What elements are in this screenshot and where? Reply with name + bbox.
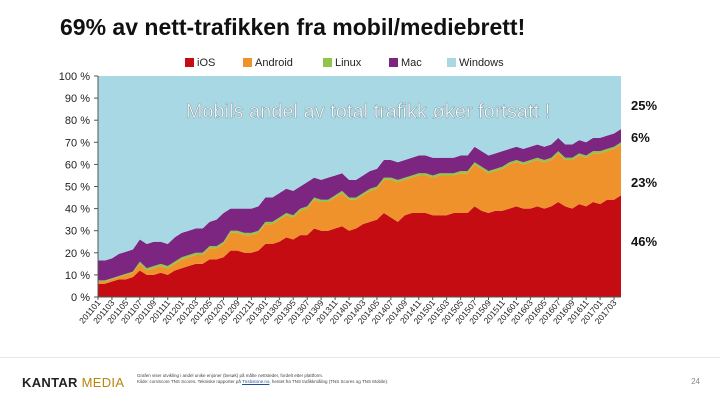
legend-label-ios: iOS [197,57,215,69]
legend-swatch-ios [185,58,194,67]
area-mac [98,129,621,281]
legend-label-linux: Linux [335,57,362,69]
legend-swatch-mac [389,58,398,67]
source-note-pre: Kilde: comScore TNS Scores. Tekniske rap… [137,379,243,384]
footer-divider [0,357,720,358]
legend-label-android: Android [255,57,293,69]
y-tick-label: 30 % [65,226,90,238]
y-tick-label: 90 % [65,93,90,105]
y-tick-label: 100 % [59,71,90,83]
right-label-windows: 25% [631,98,657,113]
page-number: 24 [691,377,700,386]
source-note-line1: Grafen viser utvikling i andel unike enj… [137,373,324,378]
y-tick-label: 0 % [71,292,90,304]
legend-label-mac: Mac [401,57,422,69]
right-label-mac: 6% [631,130,650,145]
area-ios [98,195,621,297]
y-tick-label: 70 % [65,137,90,149]
source-note: Grafen viser utvikling i andel unike enj… [137,373,477,385]
right-label-ios: 46% [631,234,657,249]
y-tick-label: 60 % [65,159,90,171]
y-tick-label: 10 % [65,270,90,282]
y-tick-label: 50 % [65,182,90,194]
legend-swatch-linux [323,58,332,67]
y-tick-label: 20 % [65,248,90,260]
right-label-android: 23% [631,175,657,190]
source-note-post: , hentet fra TNS trafikkmåling (TNS Scor… [269,379,389,384]
legend-swatch-windows [447,58,456,67]
legend-label-windows: Windows [459,57,504,69]
logo-media-text: MEDIA [81,375,125,390]
area-linux [98,142,621,282]
source-note-line2: Kilde: comScore TNS Scores. Tekniske rap… [137,379,477,385]
y-tick-label: 40 % [65,204,90,216]
area-windows [98,76,621,261]
page-title: 69% av nett-trafikken fra mobil/mediebre… [60,14,526,40]
source-link[interactable]: Tnsbstone.no [242,379,270,384]
y-tick-label: 80 % [65,115,90,127]
area-android [98,144,621,284]
kantar-media-logo: KANTAR MEDIA [22,375,124,390]
logo-main-text: KANTAR [22,375,78,390]
chart-annotation: Mobils andel av total trafikk øker forts… [186,101,551,123]
legend-swatch-android [243,58,252,67]
